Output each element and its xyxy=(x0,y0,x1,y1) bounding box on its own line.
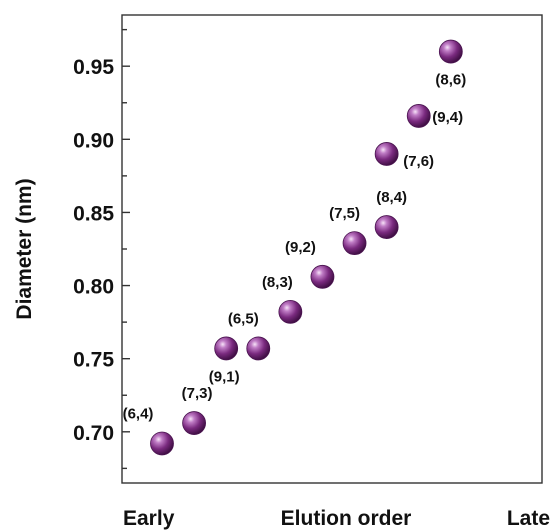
y-tick-label: 0.75 xyxy=(73,349,114,372)
point-label: (7,5) xyxy=(329,205,360,222)
point-label: (6,5) xyxy=(228,310,259,327)
data-point xyxy=(182,411,206,435)
data-point xyxy=(278,299,303,324)
data-point xyxy=(310,264,335,289)
data-points xyxy=(150,39,463,456)
point-label: (7,6) xyxy=(403,153,434,170)
data-point xyxy=(438,39,463,64)
x-axis-end-label: Late xyxy=(507,507,550,530)
y-axis-tick-labels: 0.70 0.75 0.80 0.85 0.90 0.95 xyxy=(73,56,114,445)
data-point xyxy=(374,215,399,239)
data-point xyxy=(214,336,239,361)
point-label: (9,4) xyxy=(432,109,463,126)
point-label: (8,6) xyxy=(435,72,466,89)
data-point xyxy=(406,104,431,128)
y-tick-label: 0.95 xyxy=(73,56,114,79)
data-point xyxy=(374,142,399,166)
point-label: (8,4) xyxy=(376,189,407,206)
y-tick-label: 0.85 xyxy=(73,202,114,225)
x-axis-start-label: Early xyxy=(123,507,175,530)
y-tick-label: 0.90 xyxy=(73,129,114,152)
y-tick-label: 0.80 xyxy=(73,276,114,299)
data-point xyxy=(150,431,174,456)
point-labels: (6,4) (7,3)(9,1) (6,5) (8,3) (9,2) (7,5) (8,4)… xyxy=(123,72,467,423)
plot-frame xyxy=(121,14,543,484)
point-label: (8,3) xyxy=(262,274,293,291)
data-point xyxy=(342,231,367,256)
point-label: (9,1) xyxy=(209,368,240,385)
y-axis-title: Diameter (nm) xyxy=(13,178,36,319)
point-label: (6,4) xyxy=(123,406,154,423)
x-axis-title: Elution order xyxy=(281,507,412,530)
data-point xyxy=(246,336,271,361)
point-label: (9,2) xyxy=(285,239,316,256)
y-axis-ticks xyxy=(122,28,130,470)
point-label: (7,3) xyxy=(182,385,213,402)
y-tick-label: 0.70 xyxy=(73,422,114,445)
